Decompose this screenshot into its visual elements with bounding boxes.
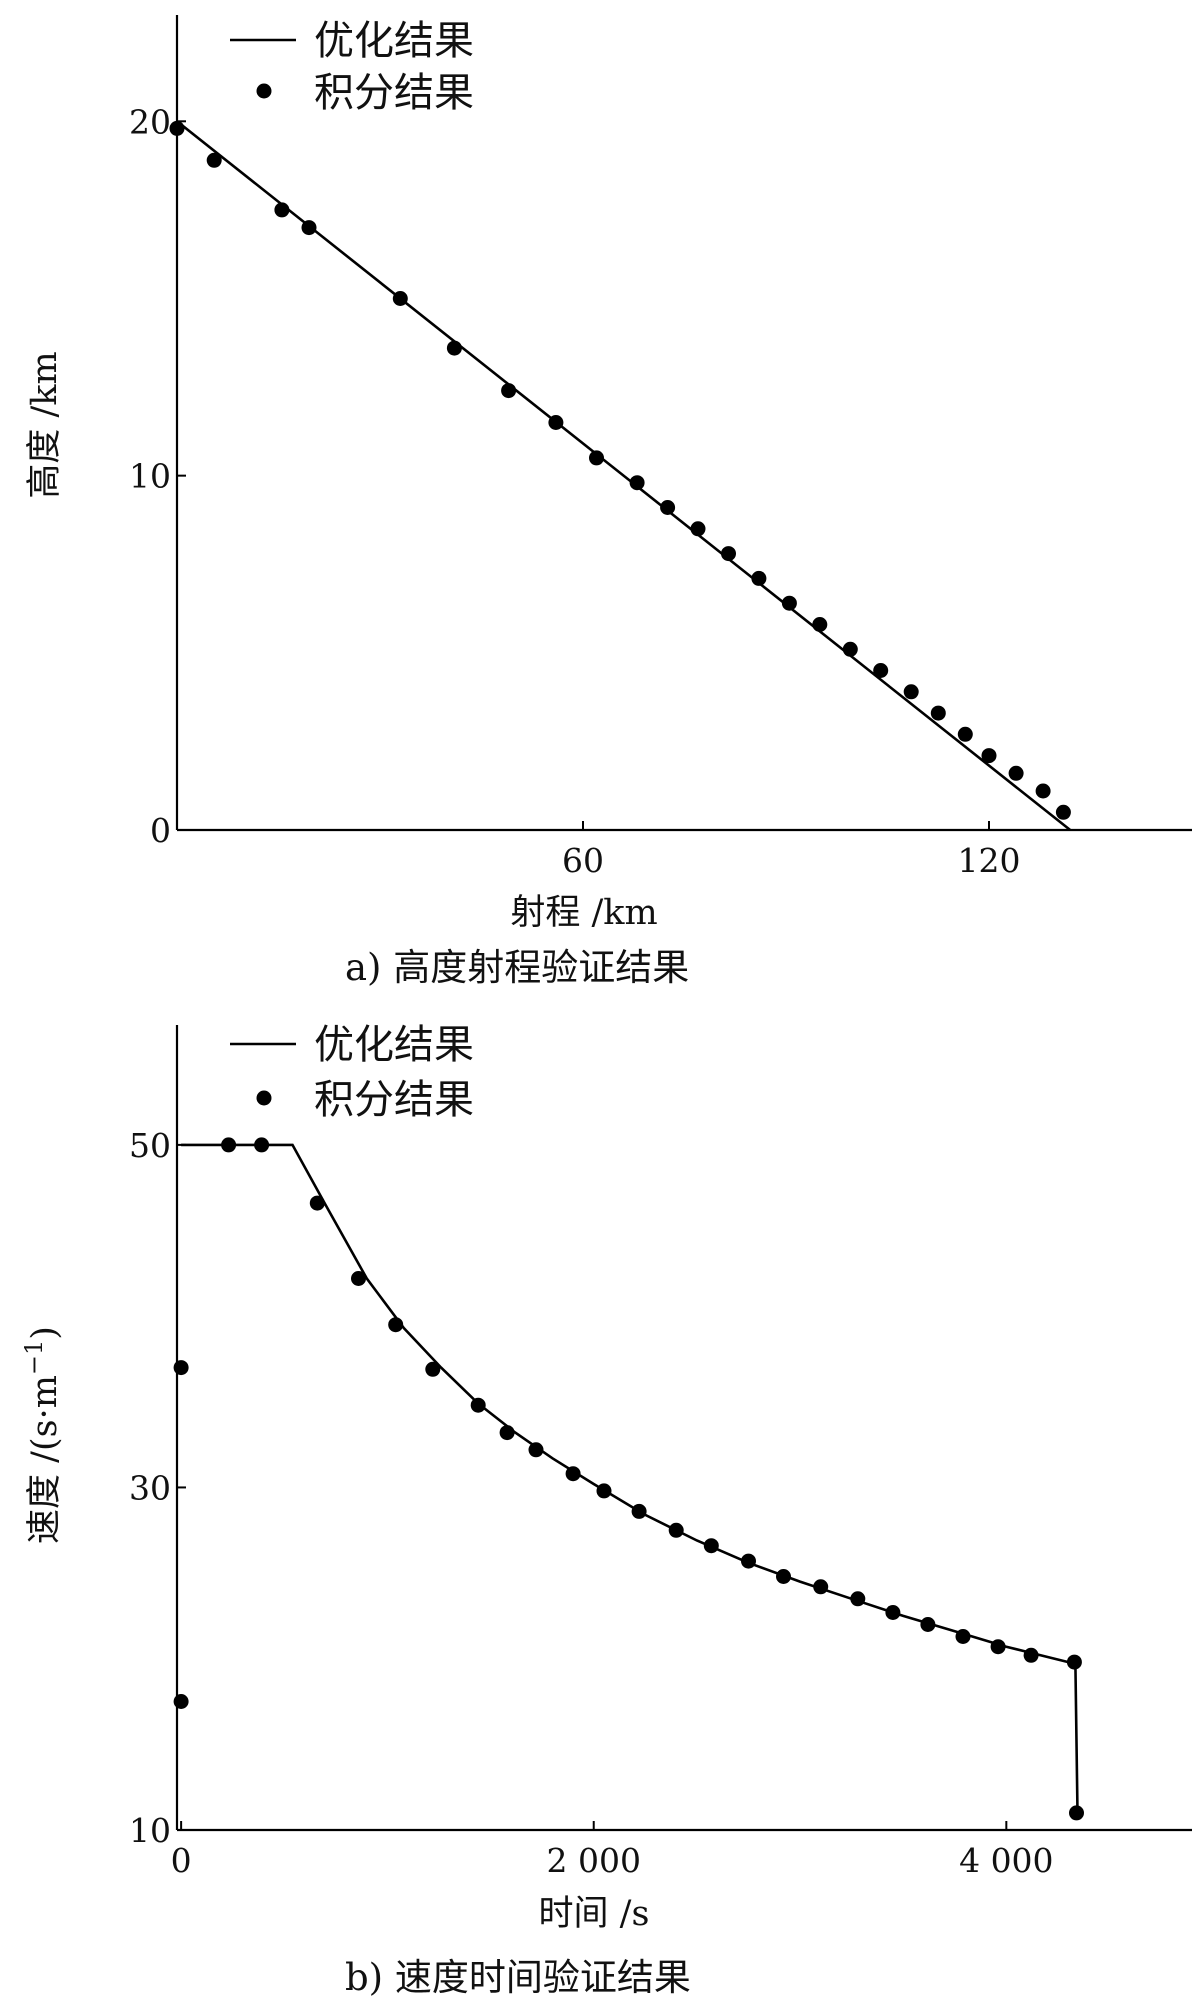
chart-b-integration-point	[703, 1538, 719, 1554]
chart-b-integration-point	[990, 1639, 1006, 1655]
chart-b-x-tick-label: 0	[171, 1841, 192, 1880]
chart-b-integration-point	[955, 1629, 971, 1644]
chart-b-y-tick-label: 10	[129, 1811, 171, 1850]
chart-b-x-tick-label: 4 000	[959, 1841, 1053, 1880]
chart-b-y-axis-label-superscript: −1	[20, 1340, 48, 1375]
chart-b-integration-point	[1023, 1647, 1039, 1663]
chart-b-integration-point	[173, 1694, 189, 1709]
chart-a-integration-point	[751, 570, 767, 586]
chart-a-x-tick-label: 120	[958, 841, 1021, 880]
chart-a-integration-point	[930, 705, 946, 721]
chart-a-integration-point	[301, 220, 317, 236]
chart-a-ticks	[177, 120, 990, 831]
chart-a-y-axis-label: 高度 /km	[25, 351, 65, 498]
chart-b-integration-point	[528, 1442, 544, 1458]
chart-a-legend-label-line: 优化结果	[314, 18, 474, 64]
chart-b-y-axis-label: 速度 /(s·m−1)	[20, 1326, 65, 1544]
chart-a-integration-point	[660, 500, 676, 515]
chart-a-integration-point	[274, 202, 290, 218]
chart-a-integration-point	[206, 152, 222, 168]
chart-b-legend-label-markers: 积分结果	[314, 1077, 474, 1123]
chart-a-integration-point	[589, 450, 604, 466]
chart-b-integration-point	[850, 1591, 866, 1607]
chart-a-integration-point	[392, 291, 408, 306]
chart-b-integration-point	[885, 1605, 901, 1620]
chart-b-series	[173, 1137, 1084, 1821]
chart-a-integration-point	[501, 383, 517, 399]
chart-b-integration-point	[596, 1483, 612, 1499]
chart-b-y-axis-label-main: 速度 /(s·m	[25, 1375, 65, 1544]
chart-a-series-line-optimized	[176, 120, 1072, 832]
chart-b-integration-point	[309, 1195, 325, 1211]
chart-a-integration-point	[690, 521, 706, 537]
chart-b-integration-point	[668, 1522, 684, 1538]
chart-a-integration-point	[629, 475, 645, 491]
chart-b-integration-point	[1069, 1805, 1084, 1821]
chart-b-y-tick-label: 50	[129, 1126, 171, 1165]
chart-b-legend-label-line: 优化结果	[314, 1022, 474, 1068]
chart-b-legend: 优化结果 积分结果	[230, 1022, 474, 1123]
chart-a-integration-point	[957, 726, 973, 742]
chart-b-integration-point	[173, 1360, 189, 1376]
chart-b-ticks	[177, 1143, 1008, 1831]
chart-a-y-tick-label: 10	[129, 457, 171, 496]
chart-a-y-tick-label: 0	[150, 811, 171, 850]
chart-a-legend: 优化结果 积分结果	[230, 18, 474, 116]
chart-b-integration-point	[425, 1361, 441, 1377]
chart-b-x-tick-label: 2 000	[546, 1841, 640, 1880]
chart-b-caption: b) 速度时间验证结果	[345, 1956, 691, 1999]
chart-a-integration-point	[446, 340, 462, 356]
chart-a-integration-point	[812, 617, 828, 632]
chart-b-integration-point	[499, 1425, 515, 1441]
chart-a-legend-marker-swatch	[256, 83, 272, 99]
chart-a-integration-point	[981, 748, 997, 764]
chart-a-x-axis-label: 射程 /km	[510, 893, 657, 933]
chart-b-integration-point	[221, 1137, 237, 1153]
chart-a-integration-point	[548, 415, 564, 430]
chart-b-tick-labels: 0 2 000 4 000 10 30 50	[129, 1126, 1054, 1880]
chart-b-integration-point	[388, 1317, 404, 1333]
chart-b-integration-point	[741, 1553, 756, 1569]
chart-b-integration-point	[631, 1503, 647, 1519]
chart-a-caption: a) 高度射程验证结果	[345, 946, 689, 989]
chart-a-tick-labels: 60 120 0 10 20	[129, 102, 1021, 880]
chart-a-integration-point	[1055, 804, 1071, 820]
chart-b-y-axis-label-suffix: )	[25, 1326, 65, 1340]
chart-b-integration-point	[351, 1271, 366, 1286]
chart-b-integration-point	[470, 1397, 486, 1413]
chart-a-integration-point	[903, 684, 919, 700]
chart-b-integration-point	[1066, 1654, 1082, 1670]
chart-b-integration-point	[920, 1617, 936, 1632]
chart-b-integration-point	[776, 1569, 791, 1584]
chart-a-integration-point	[873, 663, 889, 678]
chart-b-integration-point	[813, 1579, 829, 1595]
chart-b-series-line-optimized	[181, 1143, 1079, 1813]
chart-a-integration-point	[721, 546, 736, 562]
chart-a-integration-point	[169, 120, 185, 136]
chart-a-altitude-range: 60 120 0 10 20 优化结果 积分结果 射程 /km 高度 /km a) 高度…	[25, 15, 1192, 989]
chart-b-y-tick-label: 30	[129, 1468, 171, 1507]
chart-a-legend-label-markers: 积分结果	[314, 70, 474, 116]
chart-b-x-axis-label: 时间 /s	[539, 1894, 650, 1934]
chart-b-integration-point	[565, 1466, 581, 1482]
chart-b-integration-point	[254, 1137, 270, 1153]
chart-a-y-tick-label: 20	[129, 102, 171, 141]
chart-a-integration-point	[1008, 765, 1024, 781]
chart-a-integration-point	[1035, 783, 1051, 799]
chart-b-velocity-time: 0 2 000 4 000 10 30 50 优化结果 积分结果 时间 /s 速度 /(s…	[20, 1022, 1192, 1999]
chart-a-x-tick-label: 60	[562, 841, 604, 880]
chart-a-series	[169, 120, 1072, 832]
chart-a-integration-point	[842, 641, 858, 657]
chart-b-legend-marker-swatch	[256, 1090, 272, 1106]
chart-a-integration-point	[781, 595, 797, 611]
